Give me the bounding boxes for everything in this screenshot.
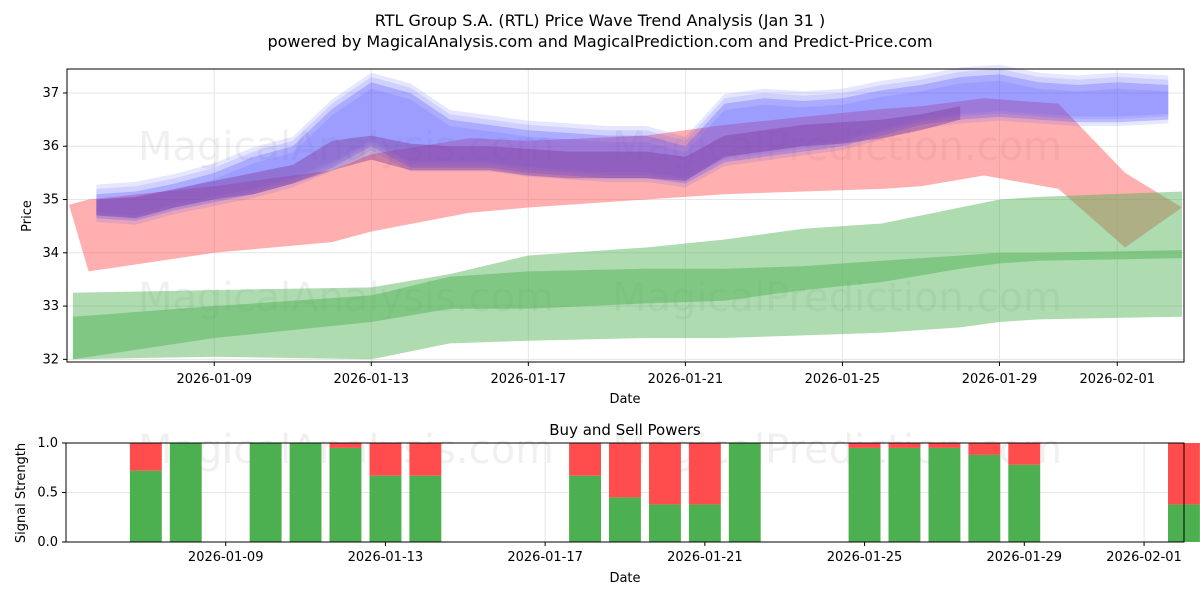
sell-power-bar: [329, 443, 362, 448]
sell-power-bar: [569, 443, 601, 476]
signal-y-axis: 0.0 0.5 1.0: [37, 436, 66, 550]
sell-power-bar: [129, 443, 162, 471]
price-y-tick-label: 36: [42, 139, 59, 154]
price-y-tick-label: 32: [42, 352, 59, 367]
signal-chart-title: Buy and Sell Powers: [549, 421, 701, 439]
buy-power-bar: [649, 504, 681, 542]
price-watermarks: MagicalAnalysis.com MagicalPrediction.co…: [138, 124, 1062, 321]
buy-power-bar: [928, 447, 961, 542]
signal-x-tick-label: 2026-01-29: [987, 550, 1063, 565]
chart-title: RTL Group S.A. (RTL) Price Wave Trend An…: [375, 11, 826, 30]
price-x-tick-label: 2026-01-17: [491, 372, 567, 387]
buy-power-bar: [688, 504, 721, 542]
sell-power-bar: [369, 443, 402, 476]
price-x-tick-label: 2026-01-21: [648, 372, 724, 387]
buy-power-bar: [1008, 464, 1041, 542]
buy-power-bar: [409, 475, 442, 542]
price-x-tick-label: 2026-01-25: [805, 372, 881, 387]
sell-power-bar: [409, 443, 442, 476]
band-blue-wave-layer-1: [96, 69, 1169, 218]
buy-power-bar: [968, 454, 1001, 542]
buy-power-bar: [569, 475, 601, 542]
band-green-wide-band: [72, 191, 1182, 360]
price-y-axis: 32 33 34 35 36 37: [42, 86, 67, 367]
band-green-core-band: [72, 250, 1182, 360]
price-x-tick-label: 2026-02-01: [1079, 372, 1155, 387]
sell-power-bar: [688, 443, 721, 505]
sell-power-bar: [1008, 443, 1041, 465]
band-blue-wave-layer-0: [96, 80, 1169, 225]
signal-x-tick-label: 2026-01-13: [348, 550, 424, 565]
buy-power-bar: [329, 447, 362, 542]
signal-y-label: Signal Strength: [14, 443, 29, 543]
price-y-tick-label: 37: [42, 86, 59, 101]
price-x-axis: 2026-01-09 2026-01-13 2026-01-17 2026-01-21…: [176, 362, 1155, 387]
price-x-tick-label: 2026-01-13: [333, 372, 409, 387]
signal-x-tick-label: 2026-01-09: [188, 550, 264, 565]
price-y-tick-label: 35: [42, 193, 59, 208]
sell-power-bar: [649, 443, 681, 505]
chart-subtitle: powered by MagicalAnalysis.com and Magic…: [267, 32, 932, 51]
band-red-trend-band: [69, 98, 1182, 272]
signal-x-tick-label: 2026-01-21: [667, 550, 743, 565]
sell-power-bar: [968, 443, 1001, 455]
buy-power-bar: [169, 443, 202, 542]
signal-x-axis: 2026-01-09 2026-01-13 2026-01-17 2026-01-21…: [188, 542, 1182, 565]
signal-x-label: Date: [609, 571, 640, 586]
watermark-prediction-mid: MagicalPrediction.com: [612, 275, 1062, 321]
signal-x-tick-label: 2026-02-01: [1106, 550, 1182, 565]
buy-power-bar: [289, 443, 322, 542]
buy-power-bar: [848, 447, 881, 542]
price-plot-frame: [66, 68, 1185, 363]
buy-power-bar: [609, 497, 641, 542]
sell-power-bar: [848, 443, 881, 448]
signal-bars: [129, 443, 1200, 542]
signal-y-tick-label: 0.5: [37, 486, 58, 501]
signal-y-tick-label: 1.0: [37, 436, 58, 451]
price-x-label: Date: [609, 392, 640, 407]
price-x-tick-label: 2026-01-09: [176, 372, 252, 387]
band-blue-wave-layer-2: [96, 64, 1169, 216]
price-y-tick-label: 33: [42, 299, 59, 314]
signal-x-tick-label: 2026-01-17: [507, 550, 583, 565]
watermark-analysis-mid: MagicalAnalysis.com: [138, 275, 554, 321]
price-y-tick-label: 34: [42, 246, 59, 261]
price-y-label: Price: [20, 200, 35, 232]
sell-power-bar: [609, 443, 641, 498]
signal-x-tick-label: 2026-01-25: [827, 550, 903, 565]
buy-power-bar: [728, 443, 761, 542]
price-chart: MagicalAnalysis.com MagicalPrediction.co…: [20, 64, 1185, 407]
sell-power-bar: [888, 443, 921, 448]
price-x-tick-label: 2026-01-29: [962, 372, 1038, 387]
watermark-prediction-top: MagicalPrediction.com: [612, 124, 1062, 170]
price-plot-area: [67, 69, 1184, 362]
signal-y-tick-label: 0.0: [37, 535, 58, 550]
buy-power-bar: [129, 470, 162, 542]
buy-power-bar: [888, 447, 921, 542]
signal-chart: Buy and Sell Powers MagicalAnalysis.com …: [14, 421, 1200, 586]
buy-power-bar: [249, 443, 282, 542]
band-blue-wave-band: [96, 74, 1169, 221]
watermark-analysis-top: MagicalAnalysis.com: [138, 124, 554, 170]
band-purple-overlap-band: [96, 106, 961, 219]
buy-power-bar: [369, 475, 402, 542]
sell-power-bar: [928, 443, 961, 448]
price-bands: [69, 64, 1182, 360]
price-grid: [67, 69, 1184, 362]
